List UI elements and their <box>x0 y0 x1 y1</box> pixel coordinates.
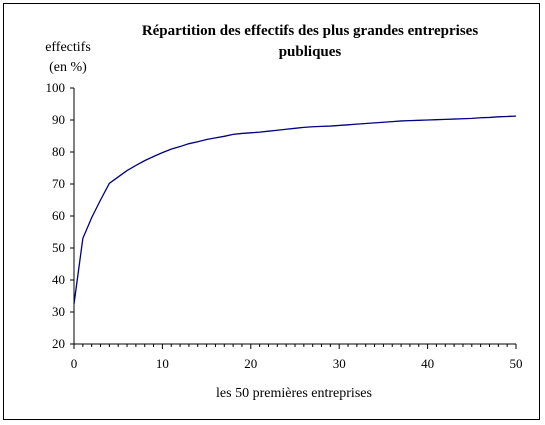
tick-labels: 20 30 40 50 60 70 80 90 100 0 10 20 30 40 50 <box>46 80 523 371</box>
chart-title-line-1: Répartition des effectifs des plus grand… <box>142 23 479 39</box>
y-tick-label: 70 <box>52 176 65 191</box>
chart-frame <box>3 3 540 420</box>
x-tick-label: 50 <box>510 356 523 371</box>
y-axis-label-line-1: effectifs <box>45 40 91 55</box>
y-tick-label: 90 <box>52 112 65 127</box>
x-tick-label: 20 <box>244 356 257 371</box>
y-tick-label: 60 <box>52 208 65 223</box>
y-tick-label: 80 <box>52 144 65 159</box>
x-tick-label: 10 <box>156 356 169 371</box>
y-tick-label: 50 <box>52 240 65 255</box>
y-tick-label: 40 <box>52 272 65 287</box>
x-tick-label: 0 <box>71 356 78 371</box>
x-tick-label: 30 <box>333 356 346 371</box>
y-tick-label: 100 <box>46 80 66 95</box>
x-axis-label: les 50 premières entreprises <box>216 386 372 401</box>
y-tick-label: 20 <box>52 336 65 351</box>
chart-title-line-2: publiques <box>279 44 342 60</box>
axes <box>70 87 517 349</box>
y-axis-label-line-2: (en %) <box>49 60 87 75</box>
series-line <box>73 115 517 305</box>
series-layer <box>73 115 517 305</box>
x-tick-label: 40 <box>421 356 434 371</box>
y-tick-label: 30 <box>52 304 65 319</box>
